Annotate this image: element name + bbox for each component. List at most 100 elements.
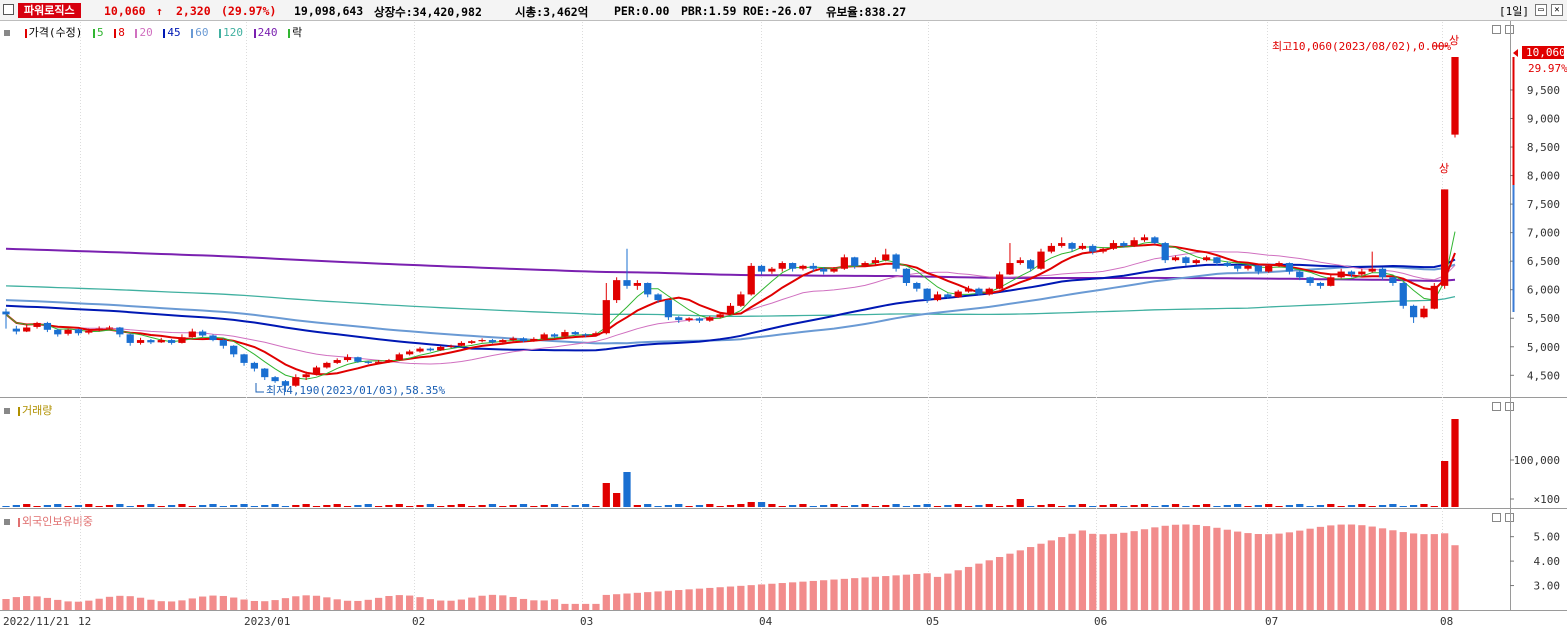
legend-ma20[interactable]: 20 [139,26,153,39]
candle-body [737,294,745,306]
volume-bar [933,506,942,507]
volume-bar [944,505,952,507]
volume-bar [209,504,217,507]
volume-bar [788,505,797,507]
foreign-panel-controls [1492,513,1518,523]
volume-bar [809,506,817,507]
volume-bar [1089,506,1097,507]
candle-body [871,260,880,264]
candle-body [1337,271,1345,278]
foreign-ratio-bar [964,566,973,610]
foreign-ratio-bar [882,576,890,610]
foreign-ratio-bar [1047,540,1055,610]
foreign-ratio-bar [509,596,517,610]
candle-body [540,334,548,339]
maximize-icon[interactable] [1492,513,1501,522]
foreign-ratio-bar [157,601,165,610]
volume-bar [778,506,786,507]
legend-ma120[interactable]: 120 [223,26,243,39]
legend-ma45[interactable]: 45 [167,26,181,39]
volume-bar [975,505,983,507]
close-panel-icon[interactable] [1505,402,1514,411]
ma-line-240 [5,247,1456,282]
legend-ma5[interactable]: 5 [96,26,104,39]
maximize-icon[interactable] [1492,25,1501,34]
candle-body [685,318,693,321]
foreign-ratio-bar [2,599,10,610]
y-tick-label: 9,500 [1527,84,1560,97]
candle-body [416,348,424,352]
foreign-ratio-bar [623,593,631,610]
volume-bar [1151,506,1159,507]
close-panel-icon[interactable] [1505,513,1514,522]
volume-bar [1358,504,1366,507]
foreign-ratio-bar [654,591,662,610]
price-change-pct: (29.97%) [221,4,277,18]
foreign-ratio-bar [540,600,548,610]
legend-fall[interactable]: 락 [292,26,303,39]
foreign-ratio-bar [1285,532,1294,610]
y-tick-label: 3.00 [1534,580,1561,593]
volume-panel-controls [1492,402,1518,412]
volume-bar [437,506,445,507]
volume-bar [395,504,403,507]
stock-name[interactable]: 파워로직스 [18,3,81,18]
foreign-ratio-bar [178,600,186,610]
foreign-ratio-bar [830,579,838,610]
maximize-icon[interactable] [1492,402,1501,411]
restore-button[interactable]: ▭ [1535,4,1547,16]
volume-bar [892,504,900,507]
candle-body [509,338,517,341]
foreign-ratio-bar [1140,529,1149,610]
legend-ma60[interactable]: 60 [195,26,209,39]
candle-body [913,282,921,289]
foreign-ratio-bar [230,597,238,610]
foreign-ratio-bar [136,597,145,610]
legend-ma8[interactable]: 8 [118,26,125,39]
candle-body [985,288,993,295]
volume-bar [530,506,538,507]
candle-body [354,357,362,362]
foreign-ratio-bar [209,595,217,610]
candle-body [271,377,279,382]
candle-body [654,294,662,301]
market-cap: 시총:3,462억 [515,5,589,19]
close-panel-icon[interactable] [1505,25,1514,34]
foreign-ratio-bar [364,599,372,610]
volume-bar [1441,461,1449,507]
candle-body [126,334,134,343]
candle-body [116,327,124,335]
legend-price[interactable]: 가격(수정) [28,26,83,39]
foreign-ratio-bar [1327,525,1335,610]
candle-body [571,332,579,335]
foreign-ratio-bar [737,585,745,610]
legend-foreign-ratio[interactable]: 외국인보유비중 [22,515,93,528]
candle-body [64,329,72,334]
volume-bar [685,506,693,507]
legend-ma240[interactable]: 240 [257,26,278,39]
volume-bar [364,504,372,507]
candle-body [1347,271,1356,275]
volume-bar [1409,505,1418,507]
foreign-ratio-bar [716,587,724,610]
volume-bar [799,504,807,507]
select-checkbox[interactable] [3,4,14,15]
foreign-ratio-bar [1171,524,1180,610]
panel-marker-icon [4,408,10,414]
volume-bar [954,504,962,507]
foreign-ratio-bar [219,595,227,610]
period-selector[interactable]: [1일] [1499,5,1529,18]
volume-bar [374,506,383,507]
foreign-ratio-bar [147,599,155,610]
candle-body [1161,243,1169,261]
foreign-ratio-bar [1006,553,1014,610]
legend-volume[interactable]: 거래량 [22,404,53,417]
foreign-ratio-bar [871,576,880,610]
candle-body [882,254,890,261]
candle-body [136,340,145,343]
stock-header-bar: 파워로직스 10,060 ↑ 2,320 (29.97%) 19,098,643… [0,0,1567,21]
close-button[interactable]: ✕ [1551,4,1563,16]
volume-bar [499,506,507,507]
y-tick-label: 8,500 [1527,141,1560,154]
